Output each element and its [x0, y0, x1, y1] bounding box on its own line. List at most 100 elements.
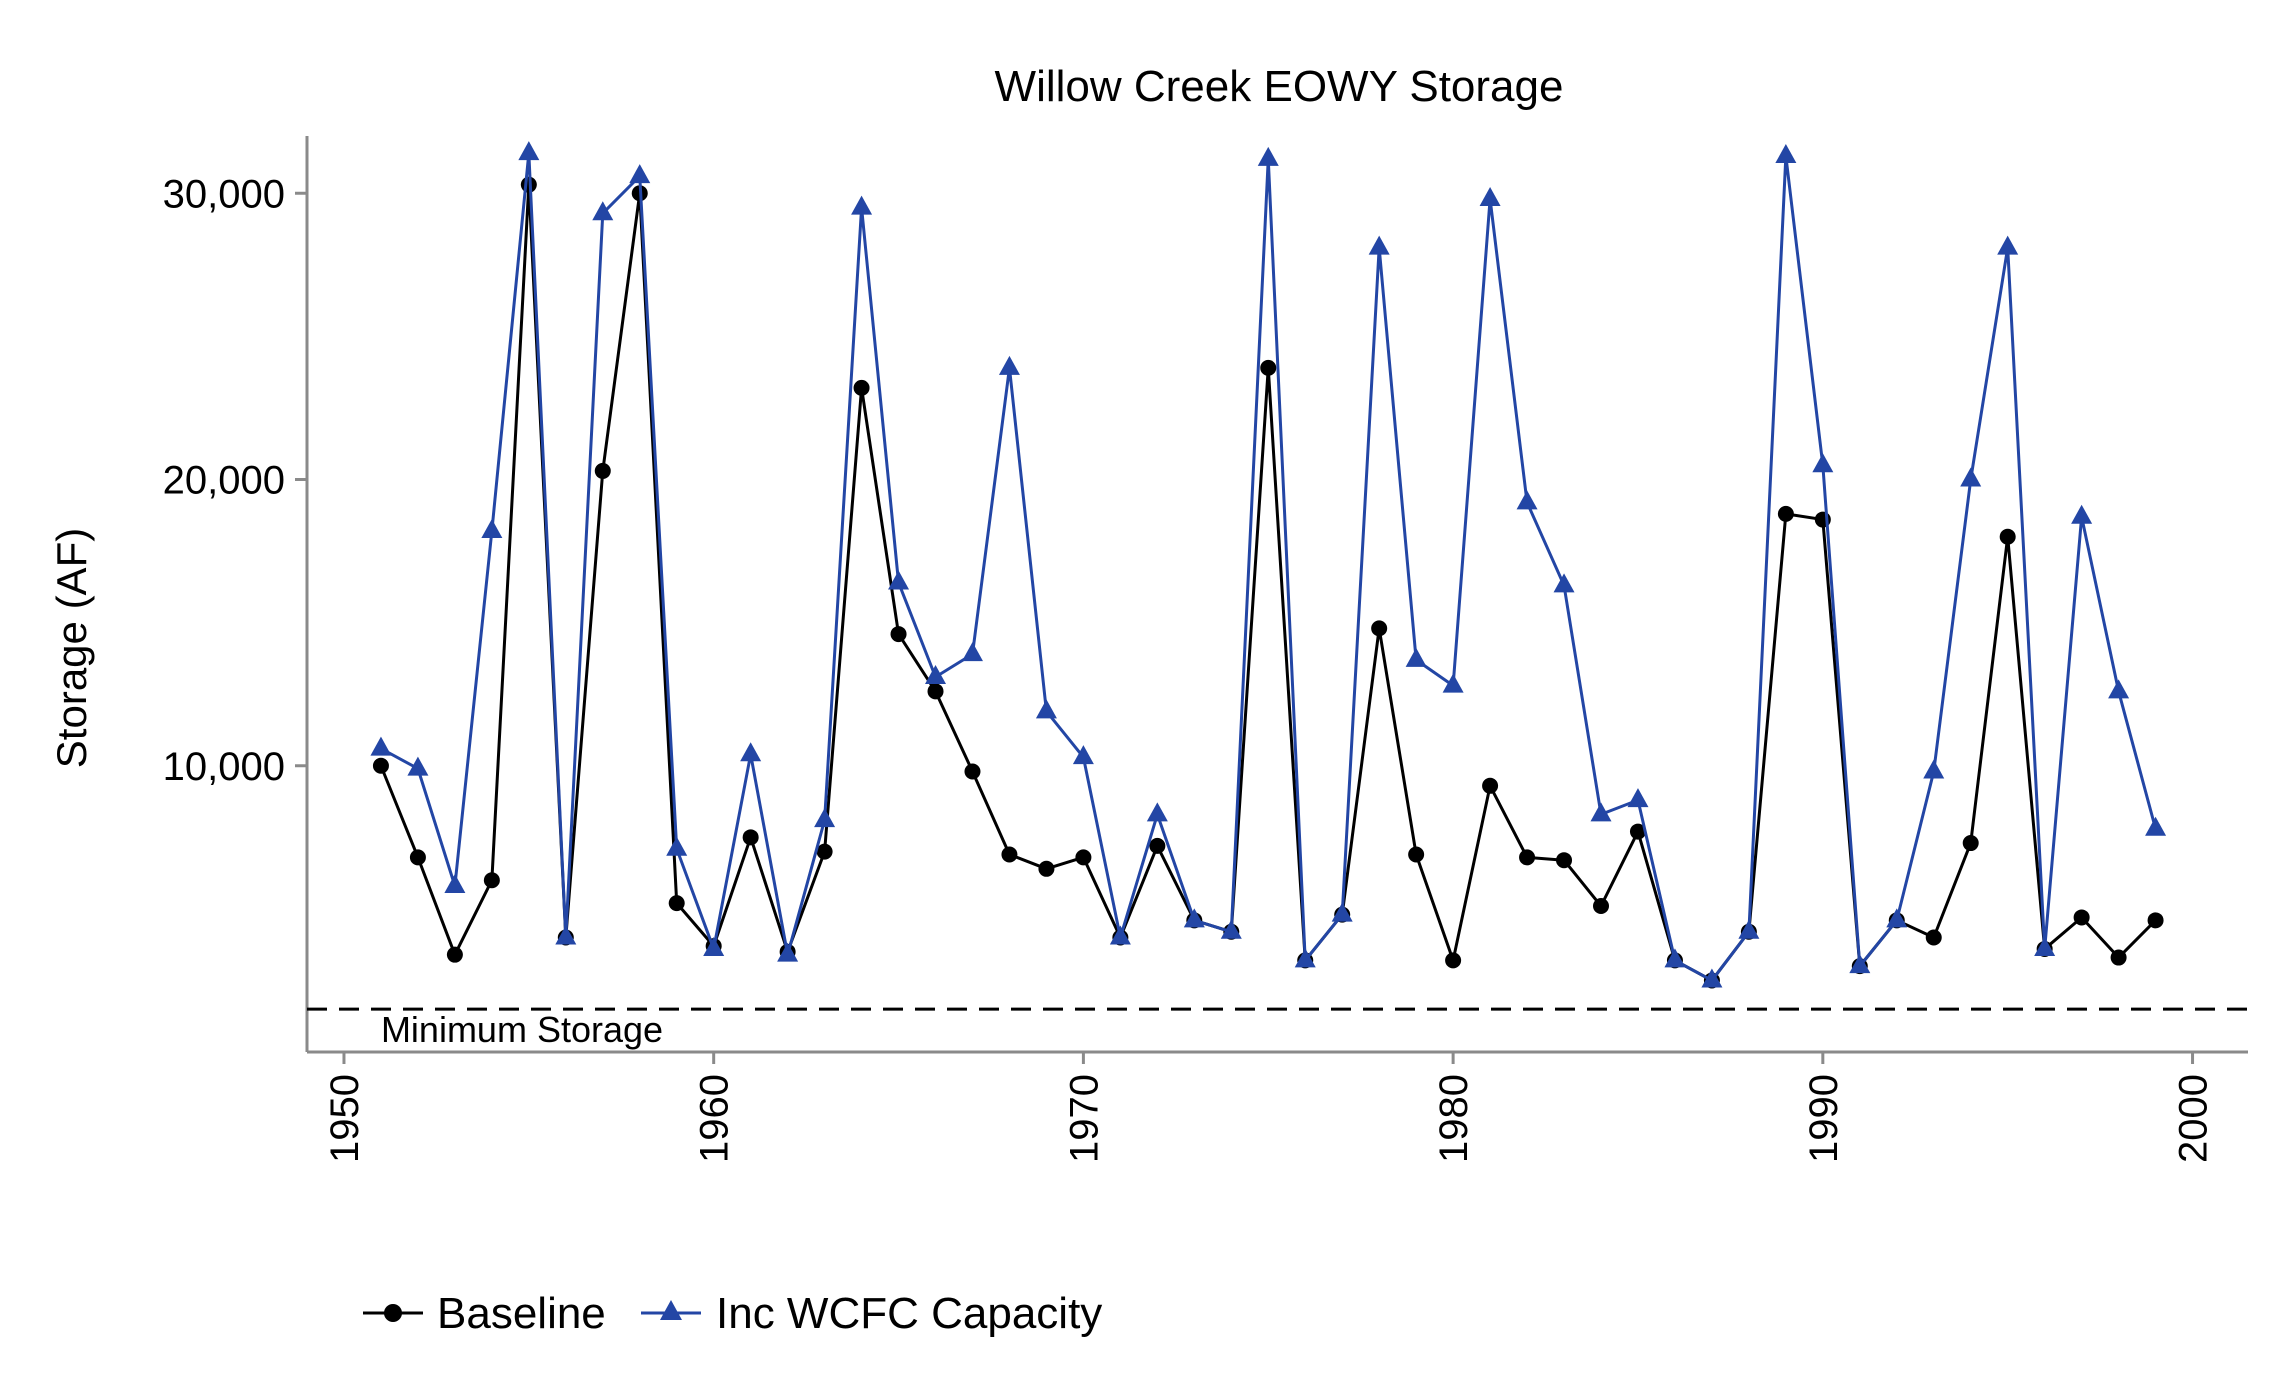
- y-tick-label: 10,000: [163, 745, 285, 789]
- point-baseline: [1408, 846, 1425, 863]
- point-inc-wcfc: [481, 519, 503, 539]
- point-inc-wcfc: [1590, 802, 1612, 822]
- point-baseline: [1556, 852, 1573, 869]
- point-inc-wcfc: [740, 742, 762, 762]
- point-inc-wcfc: [925, 665, 947, 685]
- point-baseline: [1925, 929, 1942, 946]
- point-inc-wcfc: [370, 736, 392, 756]
- point-baseline: [1445, 952, 1462, 969]
- point-baseline: [742, 829, 759, 846]
- point-baseline: [1001, 846, 1018, 863]
- x-tick-label: 1960: [693, 1074, 737, 1163]
- point-inc-wcfc: [1368, 235, 1390, 255]
- point-baseline: [409, 849, 426, 866]
- series-inc-wcfc-line: [380, 151, 2158, 982]
- point-inc-wcfc: [1997, 235, 2019, 255]
- x-ticks: 1950 1960 1970 1980 1990 2000: [323, 1052, 2216, 1163]
- point-inc-wcfc: [888, 570, 910, 590]
- point-inc-wcfc: [703, 936, 725, 956]
- y-axis-label: Storage (AF): [48, 528, 95, 768]
- point-baseline: [483, 872, 500, 889]
- x-tick-label: 1990: [1802, 1074, 1846, 1163]
- point-baseline: [1999, 528, 2016, 545]
- x-tick-label: 1970: [1062, 1074, 1106, 1163]
- point-inc-wcfc: [1775, 144, 1797, 164]
- point-inc-wcfc: [1664, 948, 1686, 968]
- point-inc-wcfc: [1849, 954, 1871, 974]
- point-inc-wcfc: [1627, 788, 1649, 808]
- point-inc-wcfc: [1294, 948, 1316, 968]
- point-inc-wcfc: [444, 873, 466, 893]
- point-inc-wcfc: [1553, 573, 1575, 593]
- point-inc-wcfc: [777, 942, 799, 962]
- point-inc-wcfc: [814, 808, 836, 828]
- point-baseline: [2073, 909, 2090, 926]
- point-inc-wcfc: [592, 201, 614, 221]
- point-inc-wcfc: [1701, 968, 1723, 988]
- point-baseline: [372, 757, 389, 774]
- legend-baseline-marker: [384, 1304, 402, 1322]
- y-ticks: 10,000 20,000 30,000: [163, 172, 307, 789]
- point-inc-wcfc: [2034, 936, 2056, 956]
- point-inc-wcfc: [1812, 453, 1834, 473]
- legend-item-baseline: Baseline: [363, 1289, 606, 1338]
- point-baseline: [2110, 949, 2127, 966]
- point-inc-wcfc: [2108, 679, 2130, 699]
- x-tick-label: 1950: [323, 1074, 367, 1163]
- chart-title: Willow Creek EOWY Storage: [995, 62, 1564, 111]
- y-tick-label: 30,000: [163, 172, 285, 216]
- point-baseline: [1371, 620, 1388, 637]
- point-inc-wcfc: [1109, 925, 1131, 945]
- point-baseline: [594, 462, 611, 479]
- point-inc-wcfc: [1516, 490, 1538, 510]
- point-inc-wcfc: [629, 164, 651, 184]
- point-baseline: [2147, 912, 2164, 929]
- point-inc-wcfc: [1035, 699, 1057, 719]
- point-inc-wcfc: [2071, 504, 2093, 524]
- point-inc-wcfc: [1072, 745, 1094, 765]
- point-inc-wcfc: [851, 195, 873, 215]
- minimum-storage-reference: Minimum Storage: [307, 1007, 2248, 1050]
- point-inc-wcfc: [1257, 146, 1279, 166]
- point-baseline: [1038, 860, 1055, 877]
- legend: Baseline Inc WCFC Capacity: [363, 1289, 1102, 1338]
- point-baseline: [1629, 823, 1646, 840]
- series-inc-wcfc: [370, 141, 2167, 988]
- point-inc-wcfc: [1960, 467, 1982, 487]
- point-inc-wcfc: [1923, 759, 1945, 779]
- y-tick-label: 20,000: [163, 459, 285, 503]
- point-baseline: [1519, 849, 1536, 866]
- point-inc-wcfc: [961, 642, 983, 662]
- point-baseline: [1482, 777, 1499, 794]
- legend-inc-wcfc-label: Inc WCFC Capacity: [716, 1289, 1102, 1338]
- point-inc-wcfc: [1405, 647, 1427, 667]
- point-inc-wcfc: [1886, 908, 1908, 928]
- legend-inc-wcfc-marker: [660, 1300, 682, 1320]
- point-baseline: [1777, 505, 1794, 522]
- point-inc-wcfc: [2145, 816, 2167, 836]
- point-baseline: [890, 626, 907, 643]
- point-inc-wcfc: [555, 925, 577, 945]
- point-baseline: [1260, 359, 1277, 376]
- legend-baseline-label: Baseline: [437, 1289, 606, 1338]
- point-baseline: [927, 683, 944, 700]
- point-inc-wcfc: [1738, 919, 1760, 939]
- point-baseline: [668, 895, 685, 912]
- series-group: [370, 141, 2167, 989]
- point-baseline: [1075, 849, 1092, 866]
- point-inc-wcfc: [518, 141, 540, 161]
- point-baseline: [1962, 835, 1979, 852]
- minimum-storage-label: Minimum Storage: [381, 1009, 663, 1050]
- series-baseline: [372, 176, 2164, 989]
- point-inc-wcfc: [1479, 186, 1501, 206]
- point-inc-wcfc: [1442, 673, 1464, 693]
- point-inc-wcfc: [1183, 908, 1205, 928]
- point-baseline: [1593, 898, 1609, 915]
- x-tick-label: 1980: [1432, 1074, 1476, 1163]
- legend-item-inc-wcfc: Inc WCFC Capacity: [641, 1289, 1102, 1338]
- point-inc-wcfc: [1331, 902, 1353, 922]
- point-inc-wcfc: [1146, 802, 1168, 822]
- point-baseline: [853, 379, 870, 396]
- point-baseline: [446, 946, 463, 963]
